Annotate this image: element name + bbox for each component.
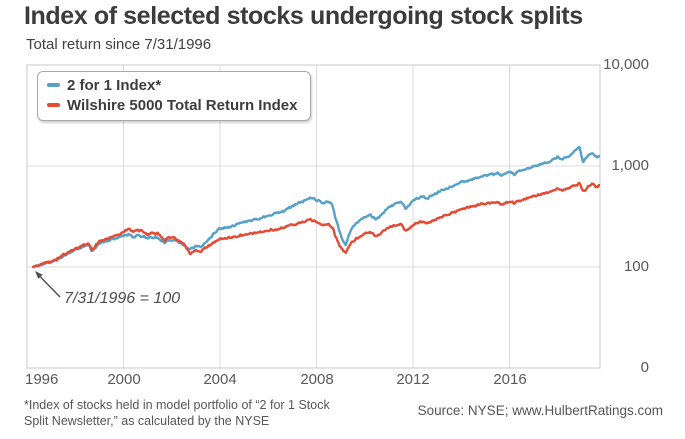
footnote: *Index of stocks held in model portfolio… bbox=[24, 397, 330, 429]
annotation-arrow-line bbox=[39, 276, 61, 298]
y-axis-label-10000: 10,000 bbox=[603, 56, 649, 73]
x-axis-label-2000: 2000 bbox=[107, 371, 141, 388]
base-value-annotation: 7/31/1996 = 100 bbox=[64, 290, 181, 307]
chart-title: Index of selected stocks undergoing stoc… bbox=[24, 2, 583, 30]
footnote-line-2: Split Newsletter,” as calculated by the … bbox=[24, 414, 270, 428]
source-attribution: Source: NYSE; www.HulbertRatings.com bbox=[417, 403, 663, 418]
legend-box: 2 for 1 Index* Wilshire 5000 Total Retur… bbox=[37, 71, 312, 121]
red-line-swatch bbox=[47, 103, 60, 107]
x-axis-label-1996: 1996 bbox=[25, 371, 59, 388]
legend-label-wilshire: Wilshire 5000 Total Return Index bbox=[67, 96, 298, 114]
chart-subtitle: Total return since 7/31/1996 bbox=[26, 36, 212, 53]
x-axis-label-2008: 2008 bbox=[300, 371, 334, 388]
footnote-line-1: *Index of stocks held in model portfolio… bbox=[24, 398, 330, 412]
legend-label-2for1: 2 for 1 Index* bbox=[67, 76, 162, 94]
legend-item-wilshire: Wilshire 5000 Total Return Index bbox=[47, 95, 297, 115]
x-axis-label-2016: 2016 bbox=[493, 371, 527, 388]
x-axis-label-2004: 2004 bbox=[203, 371, 237, 388]
series-line-wilshire bbox=[31, 181, 600, 269]
plot-border bbox=[26, 64, 601, 369]
y-axis-label-0: 0 bbox=[640, 359, 649, 376]
y-axis-label-100: 100 bbox=[623, 258, 649, 275]
x-axis-label-2012: 2012 bbox=[396, 371, 430, 388]
y-axis-label-1000: 1,000 bbox=[611, 157, 649, 174]
legend-item-2for1: 2 for 1 Index* bbox=[47, 75, 297, 95]
annotation-arrow-head bbox=[35, 271, 43, 279]
blue-line-swatch bbox=[47, 83, 60, 87]
series-line-2for1 bbox=[31, 145, 600, 269]
